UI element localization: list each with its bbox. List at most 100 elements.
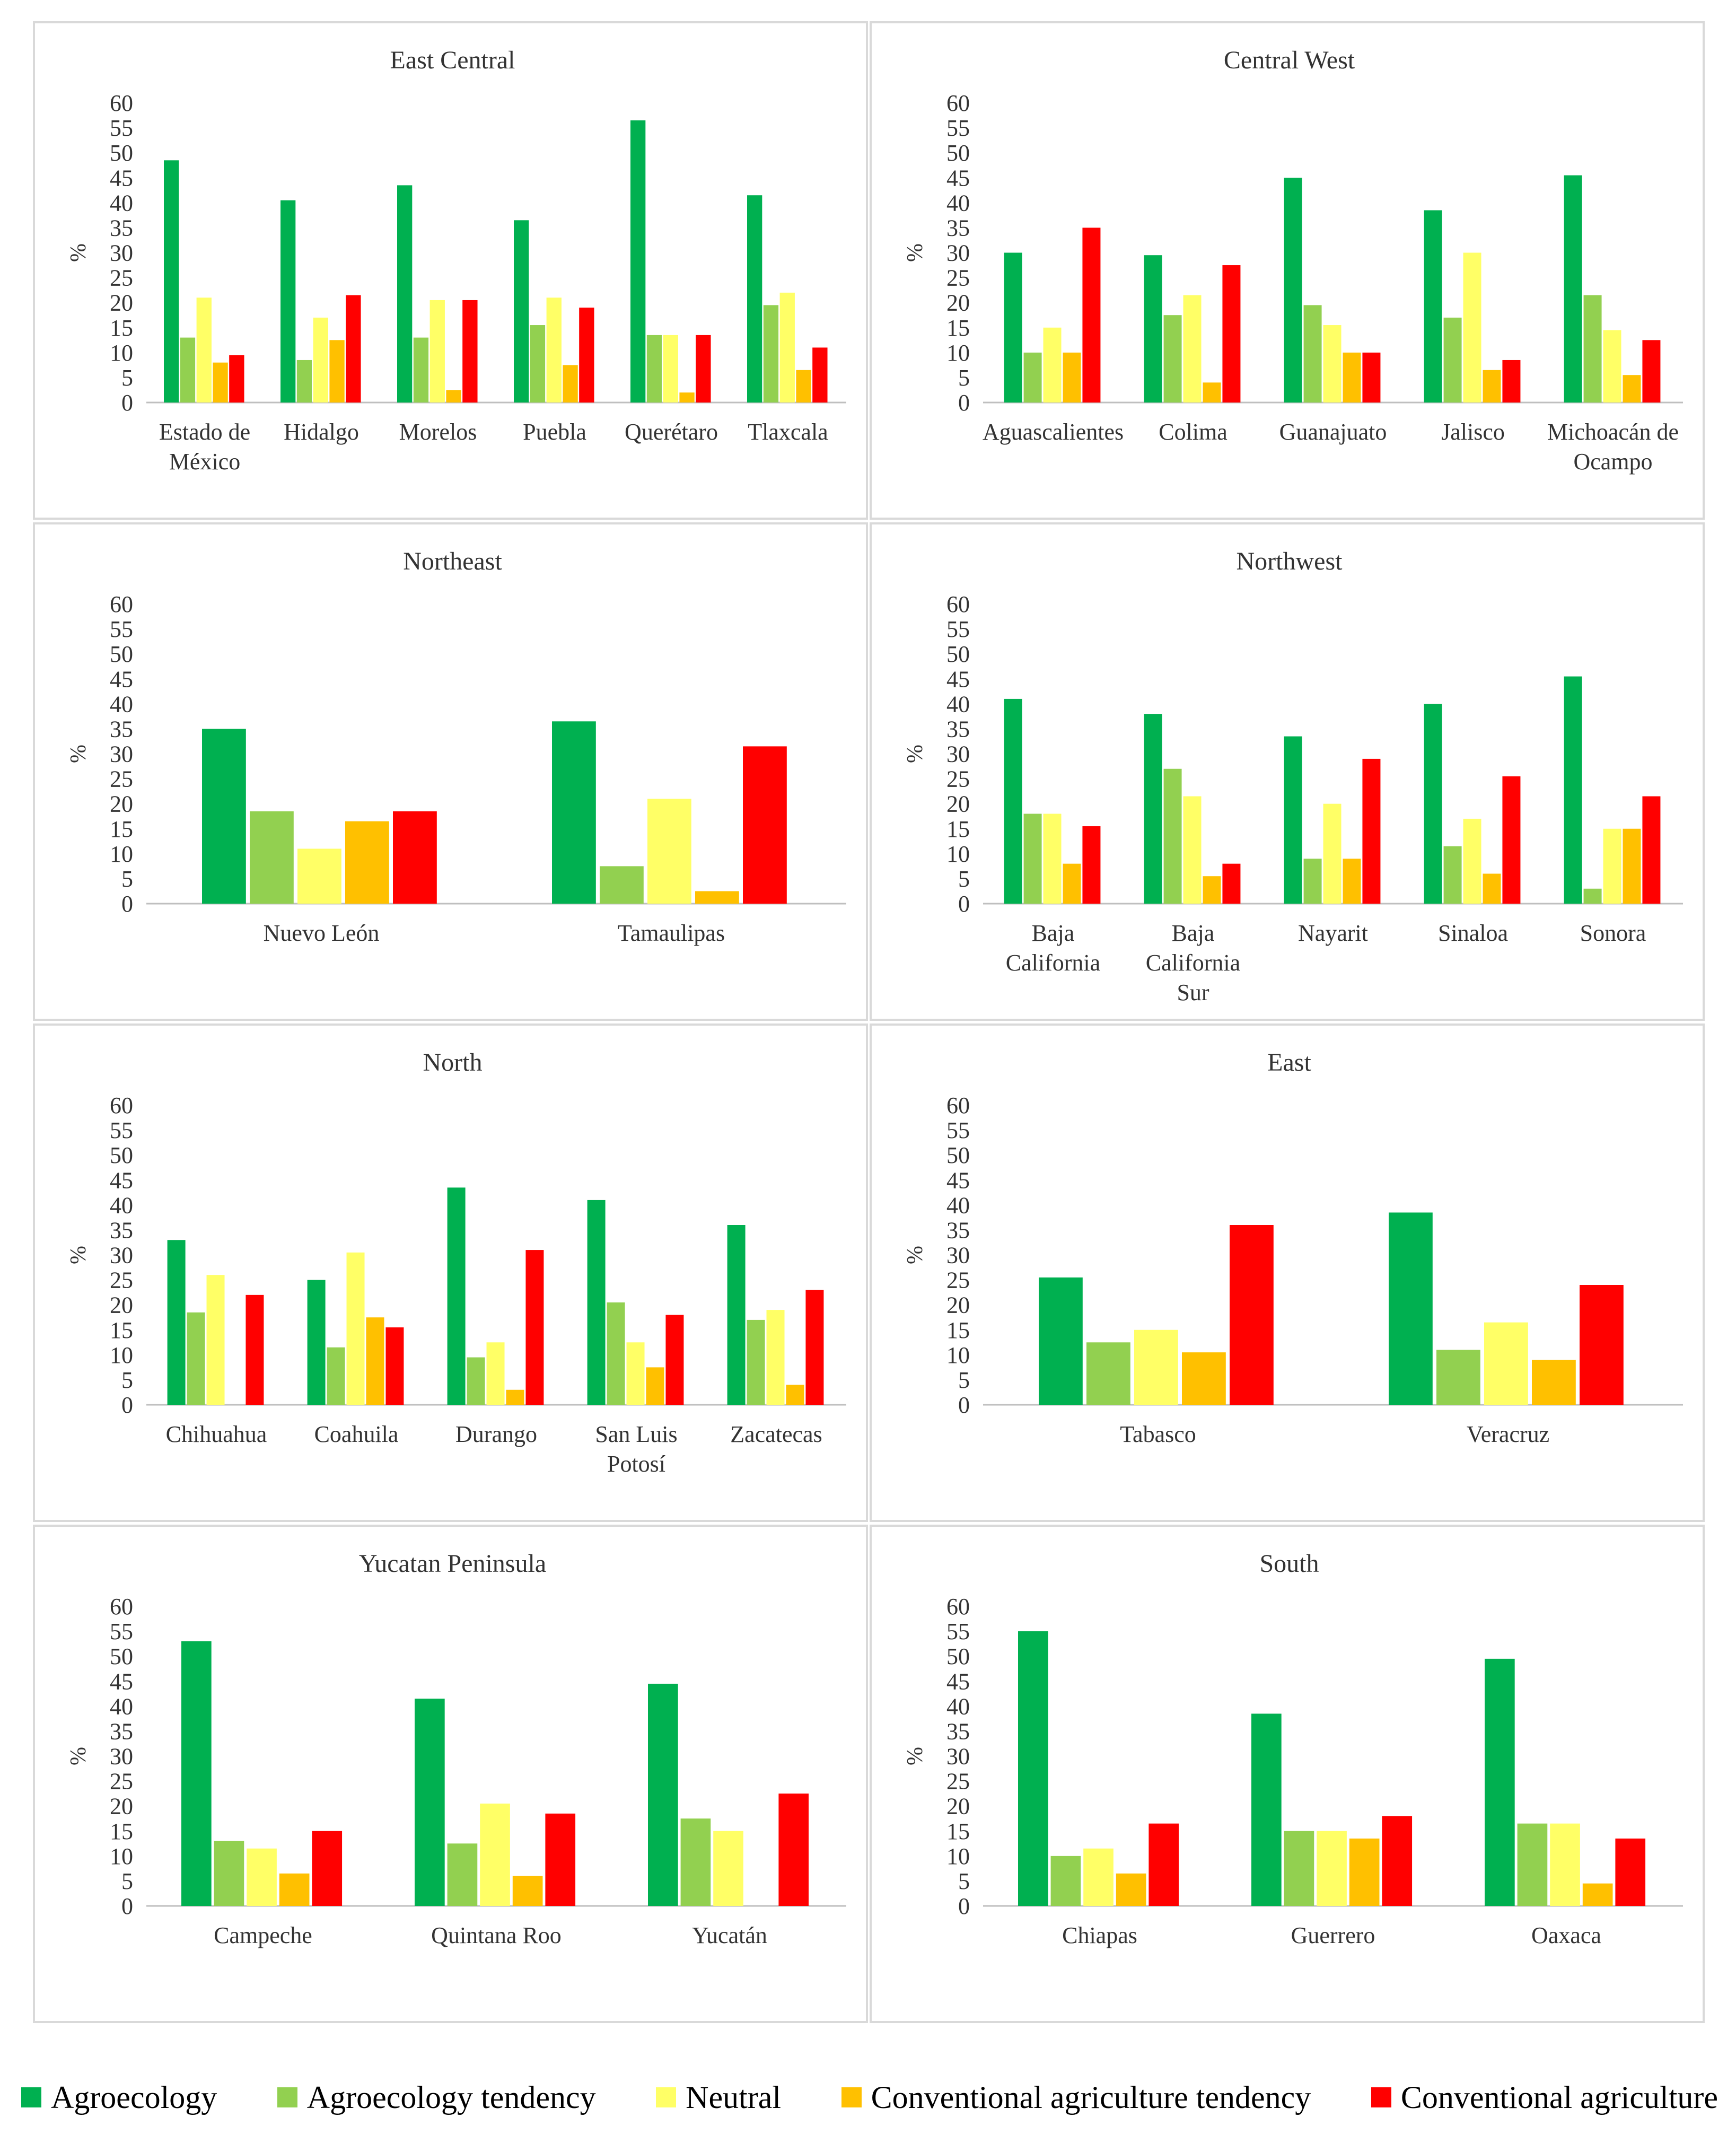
- bar-chiapas-conventional-agriculture: [1148, 1823, 1179, 1906]
- bar-aguascalientes-conventional-agriculture-tendency: [1063, 352, 1081, 403]
- chart-title: East Central: [390, 46, 515, 74]
- y-tick-label: 30: [946, 741, 970, 767]
- bar-michoacan-de-ocampo-agroecology-tendency: [1583, 295, 1602, 403]
- chart-title: Northwest: [1237, 547, 1343, 575]
- y-tick-label: 10: [946, 841, 970, 867]
- bar-estado-de-mexico-agroecology: [164, 160, 179, 403]
- bar-jalisco-conventional-agriculture-tendency: [1483, 370, 1501, 403]
- y-tick-label: 5: [121, 1868, 133, 1894]
- x-tick-label-michoacan-de-ocampo: Michoacán de Ocampo: [1547, 419, 1679, 475]
- bar-sinaloa-conventional-agriculture-tendency: [1483, 873, 1501, 904]
- y-tick-label: 5: [121, 1367, 133, 1393]
- legend-label-agroecology-tendency: Agroecology tendency: [306, 2079, 596, 2115]
- bar-guerrero-conventional-agriculture: [1382, 1816, 1413, 1906]
- chart-panel-east-central: East Central% 60 55 50 45 40 35 30 25 20 15 10 5 0 Est…: [33, 21, 868, 520]
- bar-sinaloa-conventional-agriculture: [1502, 776, 1521, 904]
- x-tick-label-veracruz: Veracruz: [1467, 1421, 1549, 1447]
- y-tick-label: 50: [946, 140, 970, 166]
- bar-baja-california-conventional-agriculture: [1082, 826, 1101, 904]
- chart-panel-south: South% 60 55 50 45 40 35 30 25 20 15 10 5 0 Chiapas Gue…: [870, 1525, 1705, 2023]
- bar-veracruz-conventional-agriculture-tendency: [1532, 1360, 1576, 1405]
- y-axis-label: %: [66, 745, 91, 763]
- bar-nuevo-leon-agroecology: [202, 729, 246, 904]
- chart-panel-northeast: Northeast% 60 55 50 45 40 35 30 25 20 15 10 5 0 Nuevo …: [33, 522, 868, 1021]
- bar-durango-conventional-agriculture: [525, 1250, 544, 1405]
- x-tick-label-hidalgo: Hidalgo: [284, 419, 359, 445]
- y-tick-label: 35: [110, 716, 133, 742]
- bar-san-luis-potosi-neutral: [626, 1342, 645, 1405]
- chart-title: North: [423, 1048, 483, 1077]
- bar-michoacan-de-ocampo-neutral: [1603, 330, 1621, 403]
- bar-colima-conventional-agriculture-tendency: [1203, 382, 1221, 403]
- x-tick-label-sonora: Sonora: [1580, 920, 1646, 946]
- x-tick-label-line: Michoacán de: [1547, 419, 1679, 445]
- x-tick-label-line: Tamaulipas: [618, 920, 725, 946]
- x-tick-label-line: Zacatecas: [730, 1421, 822, 1447]
- y-tick-label: 55: [110, 616, 133, 642]
- y-axis-label: %: [66, 1246, 91, 1264]
- y-tick-label: 25: [946, 1769, 970, 1795]
- y-tick-label: 30: [946, 1243, 970, 1269]
- bar-chihuahua-neutral: [206, 1275, 225, 1405]
- bar-michoacan-de-ocampo-conventional-agriculture-tendency: [1623, 375, 1641, 403]
- y-tick-label: 5: [958, 1367, 970, 1393]
- y-tick-label: 15: [946, 1317, 970, 1343]
- bar-oaxaca-neutral: [1550, 1823, 1580, 1906]
- bar-san-luis-potosi-agroecology: [587, 1200, 606, 1405]
- y-tick-label: 60: [110, 591, 133, 617]
- bar-yucatan-neutral: [713, 1831, 743, 1906]
- bar-veracruz-conventional-agriculture: [1580, 1285, 1624, 1405]
- bar-hidalgo-conventional-agriculture-tendency: [329, 340, 345, 403]
- chart-svg-east-central: East Central%605550454035302520151050Est…: [66, 46, 846, 475]
- y-tick-label: 15: [946, 1818, 970, 1844]
- bar-queretaro-agroecology: [630, 120, 646, 403]
- y-tick-label: 10: [110, 841, 133, 867]
- bar-hidalgo-agroecology-tendency: [296, 360, 312, 403]
- bar-sonora-neutral: [1603, 828, 1621, 904]
- bar-nuevo-leon-conventional-agriculture: [393, 811, 437, 904]
- bar-baja-california-sur-neutral: [1183, 796, 1202, 904]
- y-tick-label: 35: [946, 1217, 970, 1243]
- x-tick-label-coahuila: Coahuila: [314, 1421, 399, 1447]
- y-tick-label: 50: [946, 641, 970, 667]
- bar-sonora-agroecology-tendency: [1583, 888, 1602, 904]
- y-tick-label: 50: [946, 1142, 970, 1168]
- bar-guanajuato-conventional-agriculture-tendency: [1343, 352, 1361, 403]
- x-tick-label-campeche: Campeche: [214, 1922, 312, 1948]
- bar-tlaxcala-conventional-agriculture: [812, 347, 828, 403]
- bar-nayarit-agroecology: [1284, 736, 1302, 904]
- y-tick-label: 55: [946, 616, 970, 642]
- y-tick-label: 45: [110, 666, 133, 692]
- bar-baja-california-sur-conventional-agriculture-tendency: [1203, 876, 1221, 904]
- x-tick-label-sinaloa: Sinaloa: [1438, 920, 1508, 946]
- bar-nuevo-leon-agroecology-tendency: [250, 811, 294, 904]
- y-tick-label: 0: [958, 1893, 970, 1919]
- bar-nayarit-neutral: [1323, 803, 1342, 904]
- chart-svg-central-west: Central West%605550454035302520151050Agu…: [903, 46, 1683, 475]
- y-tick-label: 0: [958, 390, 970, 416]
- y-tick-label: 55: [946, 1117, 970, 1143]
- y-tick-label: 10: [946, 340, 970, 366]
- bar-tlaxcala-conventional-agriculture-tendency: [796, 370, 811, 403]
- y-tick-label: 45: [946, 666, 970, 692]
- bar-puebla-conventional-agriculture-tendency: [563, 365, 578, 403]
- x-tick-label-line: Puebla: [523, 419, 586, 445]
- legend-swatch-neutral: [656, 2087, 677, 2107]
- legend-swatch-agroecology: [21, 2087, 41, 2107]
- y-tick-label: 45: [110, 1167, 133, 1193]
- x-tick-label-puebla: Puebla: [523, 419, 586, 445]
- x-tick-label-line: Tlaxcala: [748, 419, 828, 445]
- y-tick-label: 0: [958, 1392, 970, 1418]
- chart-title: Yucatan Peninsula: [359, 1550, 546, 1578]
- y-tick-label: 5: [958, 1868, 970, 1894]
- legend-swatch-conventional-tendency: [841, 2087, 862, 2107]
- x-tick-label-guanajuato: Guanajuato: [1279, 419, 1387, 445]
- x-tick-label-line: Nuevo León: [264, 920, 380, 946]
- x-tick-label-line: Querétaro: [625, 419, 718, 445]
- x-tick-label-line: Nayarit: [1298, 920, 1368, 946]
- y-tick-label: 60: [946, 90, 970, 116]
- legend-swatch-conventional: [1371, 2087, 1391, 2107]
- bar-tamaulipas-agroecology-tendency: [600, 866, 644, 904]
